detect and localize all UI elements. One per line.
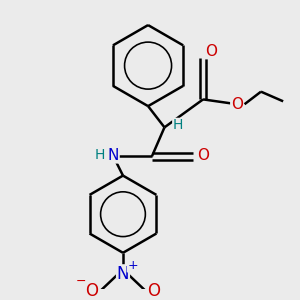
- Text: H: H: [94, 148, 105, 162]
- Text: O: O: [147, 282, 161, 300]
- Text: O: O: [205, 44, 217, 59]
- Text: O: O: [197, 148, 209, 163]
- Text: N: N: [108, 148, 119, 163]
- Text: −: −: [75, 275, 86, 288]
- Text: +: +: [127, 259, 138, 272]
- Text: H: H: [173, 118, 183, 132]
- Text: O: O: [231, 97, 243, 112]
- Text: O: O: [85, 282, 99, 300]
- Text: N: N: [117, 265, 129, 283]
